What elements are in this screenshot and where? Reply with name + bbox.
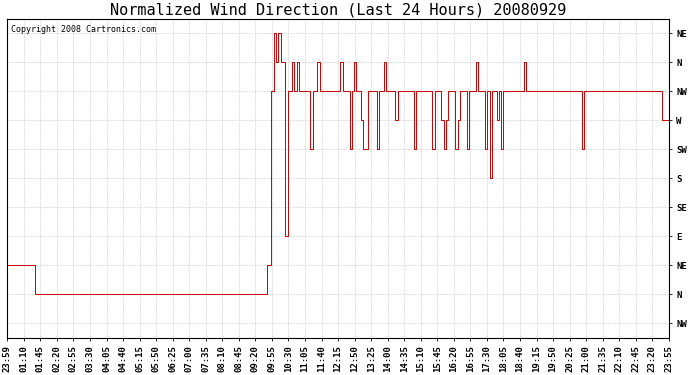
Text: Copyright 2008 Cartronics.com: Copyright 2008 Cartronics.com <box>10 26 155 34</box>
Title: Normalized Wind Direction (Last 24 Hours) 20080929: Normalized Wind Direction (Last 24 Hours… <box>110 3 566 18</box>
